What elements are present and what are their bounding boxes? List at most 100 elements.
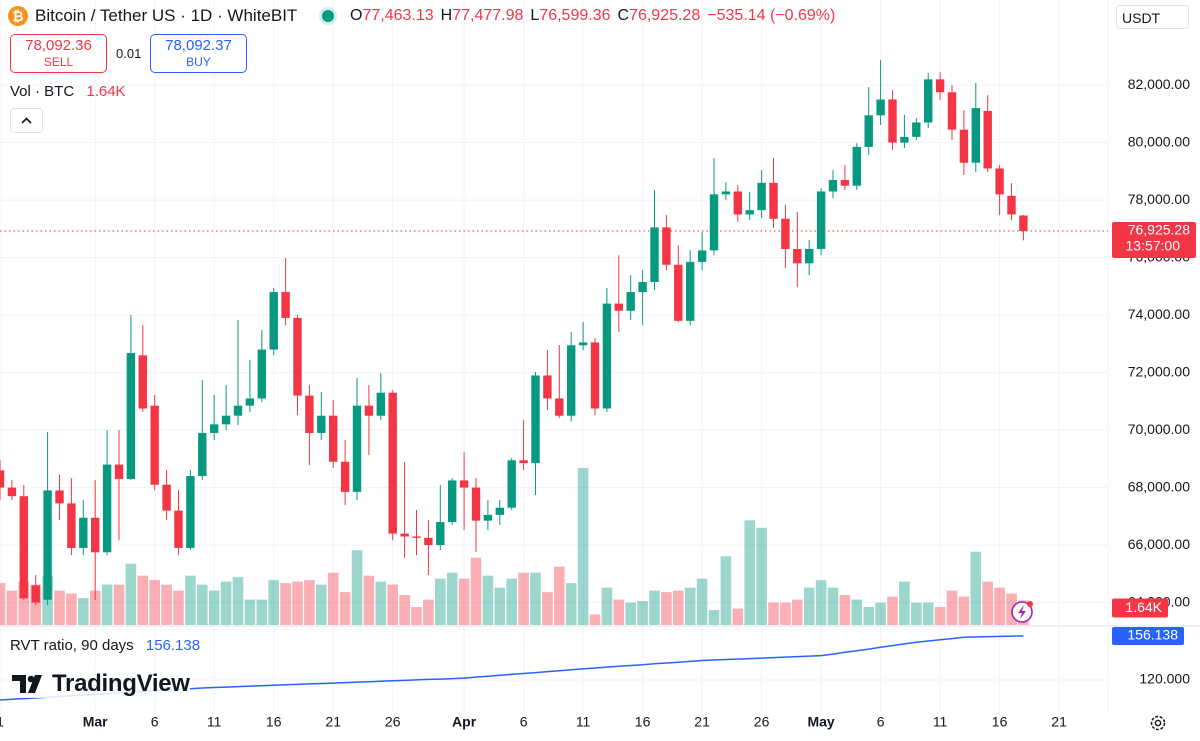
volume-bar xyxy=(530,572,541,625)
sell-button[interactable]: 78,092.36 SELL xyxy=(10,34,107,73)
candle-body xyxy=(257,349,266,399)
candle-body xyxy=(912,122,921,137)
ohlc-value: 76,599.36 xyxy=(539,7,611,24)
candle-body xyxy=(721,191,731,195)
volume-bar xyxy=(589,614,601,625)
volume-bar xyxy=(292,581,303,625)
candle-body xyxy=(697,250,707,262)
volume-bar xyxy=(625,602,636,625)
y-tick-label: 70,000.00 xyxy=(1128,421,1190,437)
x-tick-label: 26 xyxy=(754,714,770,730)
price-tag xyxy=(1112,221,1196,258)
volume-bar xyxy=(458,578,470,625)
y-tick-label: 78,000.00 xyxy=(1128,191,1190,207)
volume-bar xyxy=(399,595,410,625)
candle-body xyxy=(412,536,421,538)
volume-bar xyxy=(613,599,625,625)
candle-body xyxy=(424,537,433,546)
alert-bolt xyxy=(1018,605,1026,619)
volume-bar xyxy=(149,580,160,625)
volume-bar xyxy=(256,599,268,625)
ohlc-value: 77,463.13 xyxy=(362,7,434,24)
volume-bar xyxy=(946,590,958,625)
volume-bar xyxy=(780,602,791,625)
volume-bar xyxy=(18,581,30,625)
candle-body xyxy=(436,522,445,546)
candle-body xyxy=(626,292,635,311)
x-tick-label: 6 xyxy=(520,714,528,730)
volume-bar xyxy=(220,581,232,625)
x-tick-label: Apr xyxy=(452,714,477,730)
x-tick-label: 11 xyxy=(933,714,948,730)
candle-body xyxy=(91,517,100,553)
candle-body xyxy=(55,490,64,504)
volume-bar xyxy=(351,550,363,625)
volume-tag xyxy=(1112,598,1168,618)
ohlc-value: 76,925.28 xyxy=(629,7,701,24)
volume-bar xyxy=(887,596,898,625)
candle-body xyxy=(459,480,469,488)
volume-bar xyxy=(994,587,1005,625)
change: −535.14 (−0.69%) xyxy=(707,7,836,24)
volume-bar xyxy=(161,584,172,625)
volume-bar xyxy=(125,563,137,625)
candle-body xyxy=(840,179,850,186)
candle-body xyxy=(388,392,397,534)
volume-bar xyxy=(970,551,982,625)
volume-bar xyxy=(244,599,256,625)
candle-body xyxy=(138,355,147,409)
chevron-icon xyxy=(21,117,32,124)
candle-body xyxy=(233,405,243,416)
volume-bar xyxy=(1006,593,1017,625)
volume-bar xyxy=(173,590,184,625)
volume-bar xyxy=(268,580,279,625)
volume-bar xyxy=(197,584,208,625)
candle-body xyxy=(293,317,302,396)
volume-bar xyxy=(78,598,89,625)
volume-bar xyxy=(232,577,244,625)
candle-body xyxy=(495,507,504,515)
symbol-title: Bitcoin / Tether US · 1D · WhiteBIT xyxy=(35,6,298,25)
candle-body xyxy=(400,533,409,537)
currency-selector[interactable]: USDT xyxy=(1116,5,1189,29)
candle-body xyxy=(888,99,897,143)
x-tick-label: May xyxy=(807,714,834,730)
y-tick-label: 80,000.00 xyxy=(1128,133,1190,149)
candle-body xyxy=(567,345,576,416)
candle-body xyxy=(531,375,540,464)
buy-button[interactable]: 78,092.37 BUY xyxy=(150,34,247,73)
candle-body xyxy=(448,480,457,523)
tradingview-logo: TradingView xyxy=(12,670,190,698)
y-tick-label: 82,000.00 xyxy=(1128,76,1190,92)
volume-bar xyxy=(506,578,517,625)
volume-bar xyxy=(185,575,196,625)
volume-bar xyxy=(554,566,565,625)
candle-body xyxy=(959,129,969,163)
candle-body xyxy=(114,464,124,479)
candle-body xyxy=(305,395,314,433)
candle-body xyxy=(1007,195,1016,215)
volume-bar xyxy=(565,583,577,625)
candle-body xyxy=(1019,215,1028,231)
volume-bar xyxy=(637,601,648,625)
x-tick-label: 21 xyxy=(1051,714,1067,730)
volume-bar xyxy=(899,581,910,625)
x-tick-label: 21 xyxy=(694,714,710,730)
candle-body xyxy=(602,303,612,409)
collapse-button[interactable] xyxy=(10,108,43,133)
x-tick-label: Mar xyxy=(83,714,108,730)
settings-button[interactable] xyxy=(1148,713,1168,733)
candle-body xyxy=(983,110,992,169)
volume-bar xyxy=(792,599,803,625)
candle-body xyxy=(650,227,659,283)
candle-body xyxy=(745,210,754,215)
volume-bar xyxy=(696,578,708,625)
volume-bar xyxy=(673,590,684,625)
candle-body xyxy=(852,146,861,186)
rvt-tag xyxy=(1112,626,1184,645)
candle-body xyxy=(269,292,278,350)
candle-body xyxy=(43,490,52,600)
volume-bar xyxy=(208,590,220,625)
rvt-tag-value: 156.138 xyxy=(1127,627,1178,643)
volume-bar xyxy=(101,584,113,625)
